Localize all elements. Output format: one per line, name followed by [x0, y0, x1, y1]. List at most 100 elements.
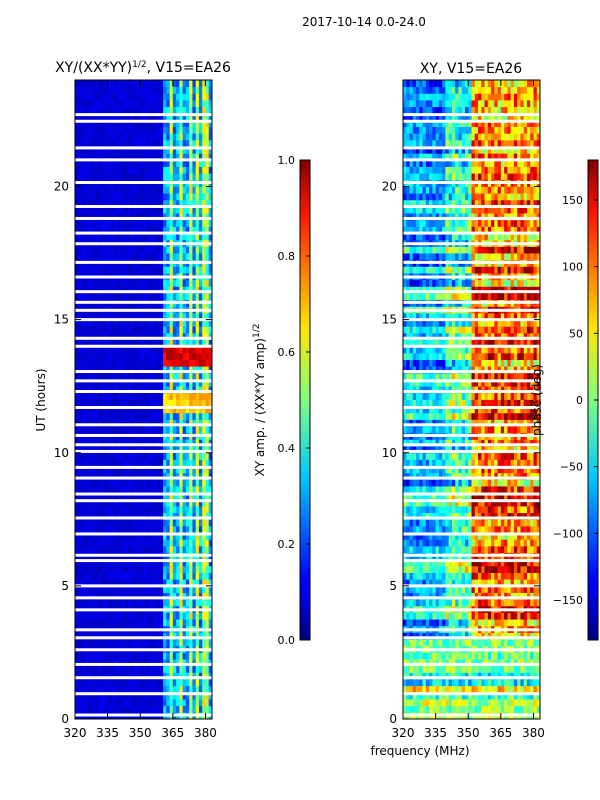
- amplitude-cell: [179, 685, 184, 693]
- amplitude-cell: [146, 352, 151, 360]
- amplitude-cell: [78, 219, 82, 227]
- amplitude-cell: [104, 372, 109, 380]
- phase-cell: [412, 685, 417, 693]
- amplitude-cell: [97, 266, 102, 274]
- phase-cell: [442, 692, 446, 700]
- amplitude-cell: [172, 166, 177, 174]
- amplitude-cell: [78, 266, 82, 274]
- amplitude-cell: [117, 492, 122, 500]
- phase-cell: [523, 659, 528, 667]
- amplitude-cell: [94, 213, 99, 221]
- amplitude-cell: [202, 126, 206, 134]
- amplitude-cell: [136, 93, 141, 101]
- amplitude-cell: [198, 233, 203, 241]
- amplitude-cell: [133, 159, 138, 167]
- amplitude-cell: [182, 206, 187, 214]
- amplitude-cell: [143, 186, 148, 194]
- amplitude-cell: [127, 186, 131, 194]
- amplitude-cell: [143, 226, 148, 234]
- amplitude-cell: [107, 692, 112, 700]
- amplitude-cell: [107, 366, 112, 374]
- amplitude-cell: [97, 319, 102, 327]
- phase-cell: [520, 639, 525, 647]
- amplitude-cell: [81, 545, 86, 553]
- amplitude-cell: [117, 386, 122, 394]
- amplitude-cell: [198, 619, 203, 627]
- amplitude-cell: [84, 392, 89, 400]
- amplitude-cell: [185, 166, 190, 174]
- amplitude-cell: [136, 599, 141, 607]
- amplitude-cell: [189, 379, 193, 387]
- amplitude-cell: [150, 665, 154, 673]
- flagged-gap: [75, 628, 212, 632]
- amplitude-cell: [130, 419, 135, 427]
- phase-cell: [455, 585, 459, 593]
- phase-cell: [451, 705, 456, 713]
- amplitude-cell: [133, 126, 138, 134]
- amplitude-cell: [120, 479, 125, 487]
- phase-cell: [481, 705, 485, 713]
- amplitude-cell: [136, 193, 141, 201]
- amplitude-cell: [94, 472, 99, 480]
- amplitude-cell: [198, 133, 203, 141]
- phase-cell: [409, 685, 414, 693]
- amplitude-cell: [156, 466, 161, 474]
- amplitude-cell: [101, 599, 105, 607]
- amplitude-cell: [202, 585, 206, 593]
- amplitude-cell: [107, 659, 112, 667]
- amplitude-cell: [78, 412, 82, 420]
- amplitude-cell: [130, 80, 135, 88]
- amplitude-cell: [117, 279, 122, 287]
- amplitude-cell: [91, 126, 95, 134]
- amplitude-cell: [143, 532, 148, 540]
- amplitude-cell: [146, 699, 151, 707]
- amplitude-cell: [136, 206, 141, 214]
- amplitude-cell: [146, 193, 151, 201]
- amplitude-cell: [153, 139, 157, 147]
- amplitude-cell: [101, 126, 105, 134]
- amplitude-cell: [208, 332, 213, 340]
- amplitude-cell: [84, 139, 89, 147]
- amplitude-cell: [189, 585, 193, 593]
- amplitude-cell: [123, 592, 128, 600]
- amplitude-cell: [81, 459, 86, 467]
- phase-cell: [474, 579, 479, 587]
- amplitude-cell: [120, 279, 125, 287]
- amplitude-cell: [84, 279, 89, 287]
- amplitude-cell: [169, 659, 174, 667]
- amplitude-cell: [192, 592, 197, 600]
- phase-cell: [510, 672, 515, 680]
- phase-cell: [461, 579, 466, 587]
- amplitude-cell: [150, 426, 154, 434]
- phase-cell: [416, 679, 420, 687]
- amplitude-cell: [120, 412, 125, 420]
- amplitude-cell: [172, 106, 177, 114]
- amplitude-cell: [150, 319, 154, 327]
- amplitude-cell: [189, 113, 193, 121]
- amplitude-cell: [202, 206, 206, 214]
- amplitude-cell: [78, 86, 82, 94]
- amplitude-cell: [146, 399, 151, 407]
- amplitude-cell: [172, 699, 177, 707]
- phase-cell: [425, 705, 430, 713]
- amplitude-cell: [176, 492, 180, 500]
- amplitude-cell: [136, 139, 141, 147]
- amplitude-cell: [156, 153, 161, 161]
- amplitude-cell: [182, 133, 187, 141]
- amplitude-cell: [140, 326, 144, 334]
- amplitude-cell: [150, 446, 154, 454]
- amplitude-cell: [94, 459, 99, 467]
- amplitude-cell: [120, 699, 125, 707]
- amplitude-cell: [75, 86, 79, 94]
- amplitude-cell: [198, 679, 203, 687]
- amplitude-cell: [146, 492, 151, 500]
- amplitude-cell: [163, 559, 167, 567]
- phase-cell: [438, 665, 443, 673]
- amplitude-cell: [88, 133, 92, 141]
- amplitude-cell: [114, 459, 118, 467]
- amplitude-cell: [107, 386, 112, 394]
- amplitude-cell: [81, 565, 86, 573]
- amplitude-cell: [153, 279, 157, 287]
- amplitude-cell: [78, 619, 82, 627]
- amplitude-cell: [136, 426, 141, 434]
